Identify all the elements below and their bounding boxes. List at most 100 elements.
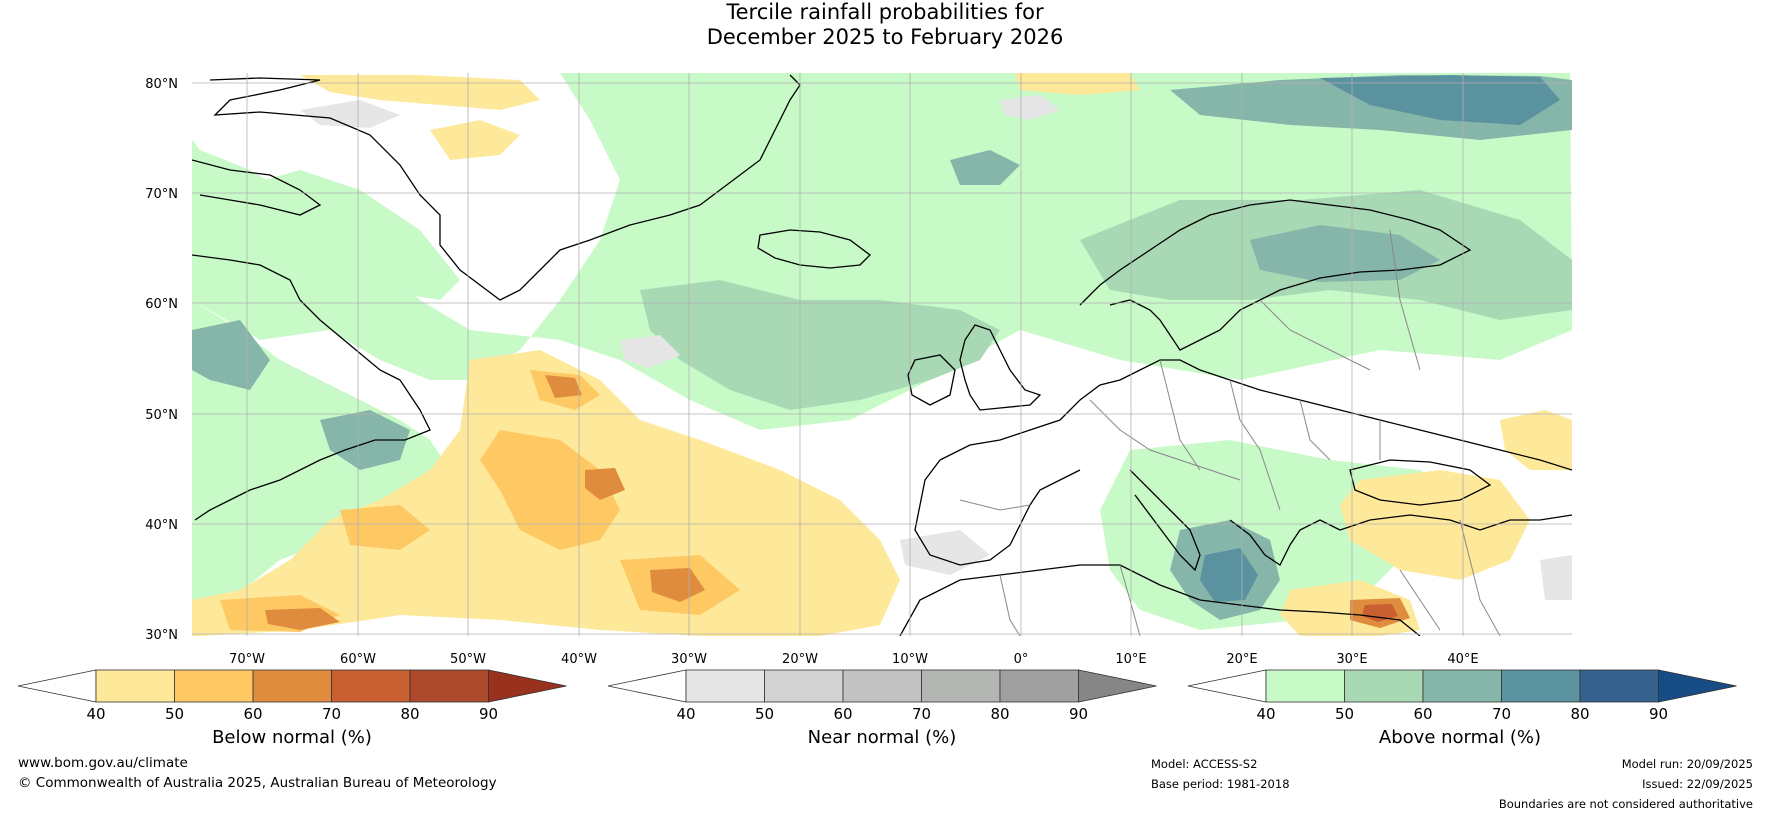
lon-label-11: 40°E <box>1447 652 1478 667</box>
near-patch-6 <box>1540 555 1572 600</box>
longitude-labels: 70°W 60°W 50°W 40°W 30°W 20°W 10°W 0° 10°E 20°E 30… <box>229 652 1479 667</box>
colorbar-2-low-extend <box>1187 669 1267 703</box>
colorbar-1-segment-3 <box>921 669 1001 703</box>
colorbar-0-segment-1 <box>174 669 254 703</box>
above-region-newfoundland <box>320 410 410 470</box>
lat-label-0: 80°N <box>145 77 178 92</box>
border-1 <box>1089 399 1241 481</box>
below-region-atlantic-70b <box>585 468 625 500</box>
lon-label-10: 30°E <box>1336 652 1367 667</box>
colorbar-2-segment-0 <box>1265 669 1345 703</box>
colorbar-1-segment-2 <box>842 669 922 703</box>
coast-greece <box>1229 519 1341 566</box>
website-link[interactable]: www.bom.gov.au/climate <box>18 755 188 771</box>
above-region-labrador <box>192 320 270 390</box>
colorbar-0-tick-3: 70 <box>322 705 341 723</box>
above-region-barents-core <box>1320 75 1560 125</box>
lat-label-3: 50°N <box>145 408 178 423</box>
coast-iceland <box>757 229 871 269</box>
colorbar-1-tick-3: 70 <box>912 705 931 723</box>
coast-ireland <box>907 354 956 406</box>
below-region-middle-east <box>1340 470 1530 580</box>
disclaimer-text: Boundaries are not considered authoritat… <box>1498 797 1753 811</box>
colorbar-2-tick-3: 70 <box>1492 705 1511 723</box>
colorbar-1-low-extend <box>607 669 687 703</box>
above-region-north-atlantic <box>192 73 1572 430</box>
copyright-text: © Commonwealth of Australia 2025, Austra… <box>18 775 497 791</box>
colorbars: 40 50 60 70 80 90 40 50 60 70 80 90 40 50 60 70 80 90 <box>17 669 1737 723</box>
below-region-arctic-top <box>1015 73 1140 95</box>
below-region-greenland-interior <box>430 120 520 160</box>
map-title: Tercile rainfall probabilities for Decem… <box>0 0 1770 50</box>
colorbar-2-segment-3 <box>1501 669 1581 703</box>
colorbar-2-segment-1 <box>1344 669 1424 703</box>
coast-labrador <box>192 254 431 521</box>
colorbar-1-tick-1: 50 <box>755 705 774 723</box>
lon-label-7: 0° <box>1014 652 1029 667</box>
border-9 <box>999 574 1021 636</box>
lon-label-0: 70°W <box>229 652 265 667</box>
lon-label-2: 50°W <box>450 652 486 667</box>
colorbar-0-segment-0 <box>95 669 175 703</box>
coast-britain <box>959 324 1042 411</box>
border-12 <box>1399 569 1441 631</box>
lon-label-5: 20°W <box>782 652 818 667</box>
issued-text: Issued: 22/09/2025 <box>1642 777 1753 791</box>
colorbar-2-tick-5: 90 <box>1649 705 1668 723</box>
colorbar-2-segment-4 <box>1579 669 1659 703</box>
lon-label-4: 30°W <box>671 652 707 667</box>
colorbar-above-label: Above normal (%) <box>1378 727 1542 748</box>
colorbar-0-tick-1: 50 <box>165 705 184 723</box>
below-region-atlantic-70a <box>650 568 705 602</box>
map-area <box>192 73 1572 636</box>
border-3 <box>1229 379 1281 511</box>
colorbar-0-segment-3 <box>331 669 411 703</box>
above-region-finland <box>1250 225 1440 282</box>
below-region-atlantic-60 <box>480 430 620 550</box>
title-line-2: December 2025 to February 2026 <box>706 25 1064 49</box>
lat-label-5: 30°N <box>145 628 178 643</box>
coastlines <box>192 74 1572 636</box>
colorbar-2-tick-4: 80 <box>1570 705 1589 723</box>
model-run-text: Model run: 20/09/2025 <box>1621 757 1753 771</box>
border-7 <box>1389 229 1421 371</box>
coast-black-sea <box>1349 459 1492 506</box>
base-period-text: Base period: 1981-2018 <box>1151 777 1290 791</box>
below-region-atlantic-60c <box>340 505 430 550</box>
colorbar-0: 40 50 60 70 80 90 <box>17 669 567 723</box>
colorbar-2-high-extend <box>1658 669 1737 703</box>
colorbar-2: 40 50 60 70 80 90 <box>1187 669 1737 723</box>
lon-label-9: 20°E <box>1226 652 1257 667</box>
lat-label-2: 60°N <box>145 297 178 312</box>
border-4 <box>1299 399 1331 461</box>
colorbar-0-tick-5: 90 <box>479 705 498 723</box>
colorbar-1-high-extend <box>1078 669 1157 703</box>
country-borders <box>959 229 1501 636</box>
colorbar-1-segment-4 <box>999 669 1079 703</box>
coast-italy <box>1129 469 1201 572</box>
border-8 <box>959 499 1031 511</box>
title-line-1: Tercile rainfall probabilities for <box>726 0 1044 24</box>
lon-label-6: 10°W <box>892 652 928 667</box>
colorbar-near-label: Near normal (%) <box>807 727 957 748</box>
colorbar-0-segment-4 <box>409 669 489 703</box>
coast-north-africa <box>899 564 1421 636</box>
coast-europe <box>939 359 1572 471</box>
colorbar-2-tick-0: 40 <box>1256 705 1275 723</box>
lon-label-1: 60°W <box>340 652 376 667</box>
colorbar-1-segment-1 <box>764 669 844 703</box>
colorbar-2-tick-1: 50 <box>1335 705 1354 723</box>
colorbar-2-tick-2: 60 <box>1413 705 1432 723</box>
border-11 <box>1459 519 1501 636</box>
near-patch-4 <box>620 335 680 368</box>
coast-iberia <box>914 459 1081 566</box>
colorbar-0-high-extend <box>488 669 567 703</box>
model-text: Model: ACCESS-S2 <box>1151 757 1258 771</box>
colorbar-1-tick-2: 60 <box>833 705 852 723</box>
below-region-greenland-north <box>300 75 540 110</box>
gridlines <box>192 73 1572 636</box>
coast-anatolia <box>1339 514 1572 531</box>
colorbar-0-segment-2 <box>252 669 332 703</box>
latitude-labels: 80°N 70°N 60°N 50°N 40°N 30°N <box>145 77 178 643</box>
